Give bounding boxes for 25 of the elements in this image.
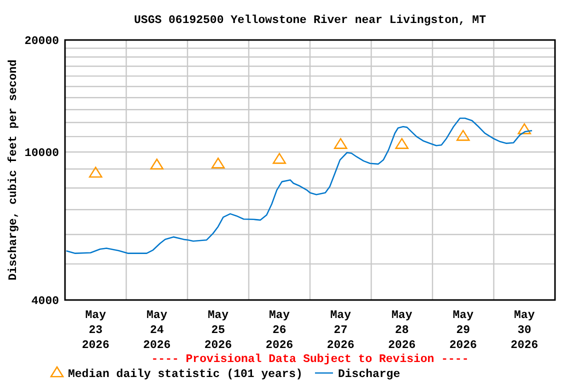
point xyxy=(395,138,409,149)
legend-label: Median daily statistic (101 years) xyxy=(68,368,303,381)
point xyxy=(456,130,470,141)
x-tick-label: May 24 2026 xyxy=(143,309,171,352)
y-tick-label: 4000 xyxy=(31,295,60,308)
x-tick-label: May 26 2026 xyxy=(266,309,294,352)
x-tick-label: May 25 2026 xyxy=(204,309,232,352)
point xyxy=(272,152,286,164)
point xyxy=(211,158,225,168)
y-tick-label: 20000 xyxy=(24,35,60,48)
point xyxy=(88,166,102,178)
y-axis-title: Discharge, cubic feet per second xyxy=(7,59,20,280)
x-tick-label: May 29 2026 xyxy=(449,309,478,352)
x-tick-label: May 30 2026 xyxy=(510,309,538,352)
x-tick-label: May 27 2026 xyxy=(326,309,355,352)
point xyxy=(518,123,532,134)
point xyxy=(334,138,348,149)
legend-label: Discharge xyxy=(338,368,400,381)
point xyxy=(150,158,164,170)
x-tick-label: May 23 2026 xyxy=(82,309,110,352)
y-tick-label: 10000 xyxy=(24,147,60,160)
x-tick-label: May 28 2026 xyxy=(388,309,416,352)
line-series xyxy=(66,118,533,254)
text: ---- Provisional Data Subject to Revision ---- xyxy=(151,353,469,366)
chart-title: USGS 06192500 Yellowstone River near Livingston, MT xyxy=(134,14,486,27)
